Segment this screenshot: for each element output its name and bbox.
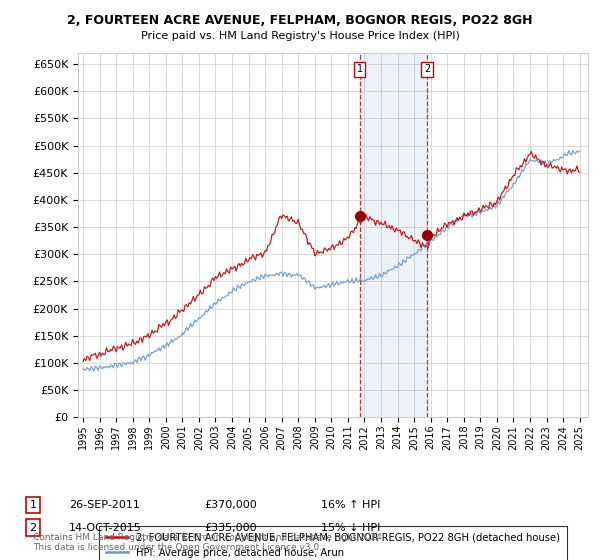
Bar — [360, 53, 427, 417]
Text: Price paid vs. HM Land Registry's House Price Index (HPI): Price paid vs. HM Land Registry's House … — [140, 31, 460, 41]
Text: Contains HM Land Registry data © Crown copyright and database right 2024.
This d: Contains HM Land Registry data © Crown c… — [33, 533, 385, 552]
Text: 2: 2 — [424, 64, 430, 74]
Text: 1: 1 — [357, 64, 363, 74]
Text: 15% ↓ HPI: 15% ↓ HPI — [321, 522, 380, 533]
Text: 14-OCT-2015: 14-OCT-2015 — [69, 522, 142, 533]
Text: 1: 1 — [29, 500, 37, 510]
Text: £335,000: £335,000 — [204, 522, 257, 533]
Text: 16% ↑ HPI: 16% ↑ HPI — [321, 500, 380, 510]
Legend: 2, FOURTEEN ACRE AVENUE, FELPHAM, BOGNOR REGIS, PO22 8GH (detached house), HPI: : 2, FOURTEEN ACRE AVENUE, FELPHAM, BOGNOR… — [99, 526, 567, 560]
Text: £370,000: £370,000 — [204, 500, 257, 510]
Text: 2, FOURTEEN ACRE AVENUE, FELPHAM, BOGNOR REGIS, PO22 8GH: 2, FOURTEEN ACRE AVENUE, FELPHAM, BOGNOR… — [67, 14, 533, 27]
Text: 2: 2 — [29, 522, 37, 533]
Text: 26-SEP-2011: 26-SEP-2011 — [69, 500, 140, 510]
